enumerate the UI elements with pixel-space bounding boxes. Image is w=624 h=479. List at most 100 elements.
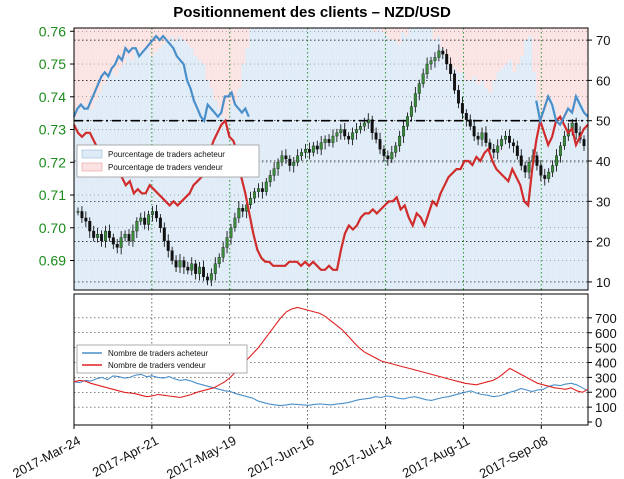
seller-fill	[129, 28, 135, 61]
buyer-fill	[101, 84, 107, 290]
candle-body	[233, 217, 237, 228]
candle-body	[445, 54, 449, 65]
seller-fill	[85, 28, 91, 109]
top-legend	[76, 144, 260, 178]
candle-body	[221, 247, 225, 258]
percent-tick-label: 70	[596, 33, 610, 48]
buyer-fill	[384, 36, 390, 290]
candle-body	[139, 217, 143, 222]
buyer-fill	[297, 28, 302, 290]
candle-body	[547, 171, 551, 179]
price-tick-label: 0.75	[39, 56, 66, 72]
buyer-fill	[325, 28, 330, 290]
candle-body	[472, 126, 476, 137]
seller-fill	[436, 28, 441, 37]
candle-body	[100, 234, 103, 242]
bottom-grid	[74, 317, 592, 423]
seller-fill	[532, 28, 537, 73]
candle-body	[166, 240, 170, 251]
candle-body	[453, 73, 457, 91]
buyer-fill	[356, 28, 362, 290]
seller-fill	[460, 28, 465, 73]
seller-fill	[77, 28, 83, 109]
candle-body	[457, 90, 460, 104]
buyer-fill	[512, 72, 517, 290]
candle-body	[284, 155, 288, 160]
buyer-fill	[536, 100, 541, 290]
seller-fill	[165, 28, 170, 41]
buyer-fill	[420, 28, 425, 290]
seller-fill	[404, 28, 409, 37]
buyer-fill	[105, 76, 111, 290]
seller-fill	[245, 28, 250, 49]
seller-fill	[576, 28, 581, 97]
seller-fill	[392, 28, 398, 41]
seller-fill	[384, 28, 390, 37]
buyer-fill	[552, 104, 557, 290]
seller-fill	[177, 28, 182, 37]
seller-fill	[528, 28, 533, 37]
seller-fill	[512, 28, 517, 73]
seller-fill	[109, 28, 115, 73]
buyer-fill	[233, 100, 238, 290]
candle-body	[484, 132, 488, 143]
candle-body	[123, 234, 127, 238]
seller-fill	[448, 28, 453, 65]
seller-fill	[580, 28, 585, 105]
candle-body	[323, 139, 327, 143]
price-candles	[76, 44, 586, 287]
buyer-fill	[225, 120, 230, 290]
candle-body	[300, 152, 304, 156]
seller-fill	[380, 28, 386, 33]
buyer-fill	[452, 68, 457, 290]
candle-body	[523, 165, 527, 173]
seller-fill	[117, 28, 123, 69]
seller-fill	[173, 28, 178, 41]
seller-fill	[97, 28, 103, 93]
candle-body	[170, 250, 174, 261]
candle-body	[374, 132, 378, 140]
candle-body	[358, 126, 362, 130]
buyer-fill	[273, 28, 278, 290]
price-tick-label: 0.69	[39, 253, 66, 269]
seller-fill	[488, 28, 493, 93]
buyer-fill	[74, 116, 79, 290]
candle-body	[256, 188, 260, 192]
seller-fill	[229, 28, 234, 105]
buyer-fill	[480, 80, 485, 291]
seller-fill	[201, 28, 206, 65]
candle-body	[131, 230, 135, 242]
candle-body	[198, 266, 202, 274]
buyer-fill	[237, 88, 242, 290]
candle-body	[335, 132, 339, 137]
legend-swatch-seller	[81, 162, 103, 172]
seller-fill	[81, 28, 87, 105]
candle-body	[213, 263, 217, 274]
candle-body	[194, 263, 198, 274]
candle-body	[186, 266, 190, 271]
seller-fill	[476, 28, 481, 85]
buyer-fill	[444, 56, 449, 290]
seller-fill	[400, 28, 406, 33]
buyer-fill	[368, 28, 374, 290]
candle-body	[158, 217, 162, 228]
candle-body	[421, 73, 425, 84]
candle-body	[84, 217, 88, 222]
buyer-fill	[317, 28, 322, 290]
seller-fill	[440, 28, 445, 49]
seller-fill	[217, 28, 222, 109]
candle-body	[390, 152, 394, 160]
buyer-fill	[89, 108, 95, 290]
candle-body	[351, 132, 355, 140]
buyer-fill	[540, 120, 545, 290]
seller-fill	[564, 28, 569, 117]
seller-fill	[372, 28, 378, 33]
candle-body	[519, 155, 523, 166]
candle-body	[515, 145, 519, 156]
candle-body	[253, 191, 256, 199]
buyer-fill	[396, 44, 402, 290]
x-tick-label: 2017-Apr-21	[90, 433, 161, 479]
count-tick-label: 100	[595, 400, 617, 415]
seller-fill	[105, 28, 111, 77]
seller-fill	[133, 28, 139, 49]
